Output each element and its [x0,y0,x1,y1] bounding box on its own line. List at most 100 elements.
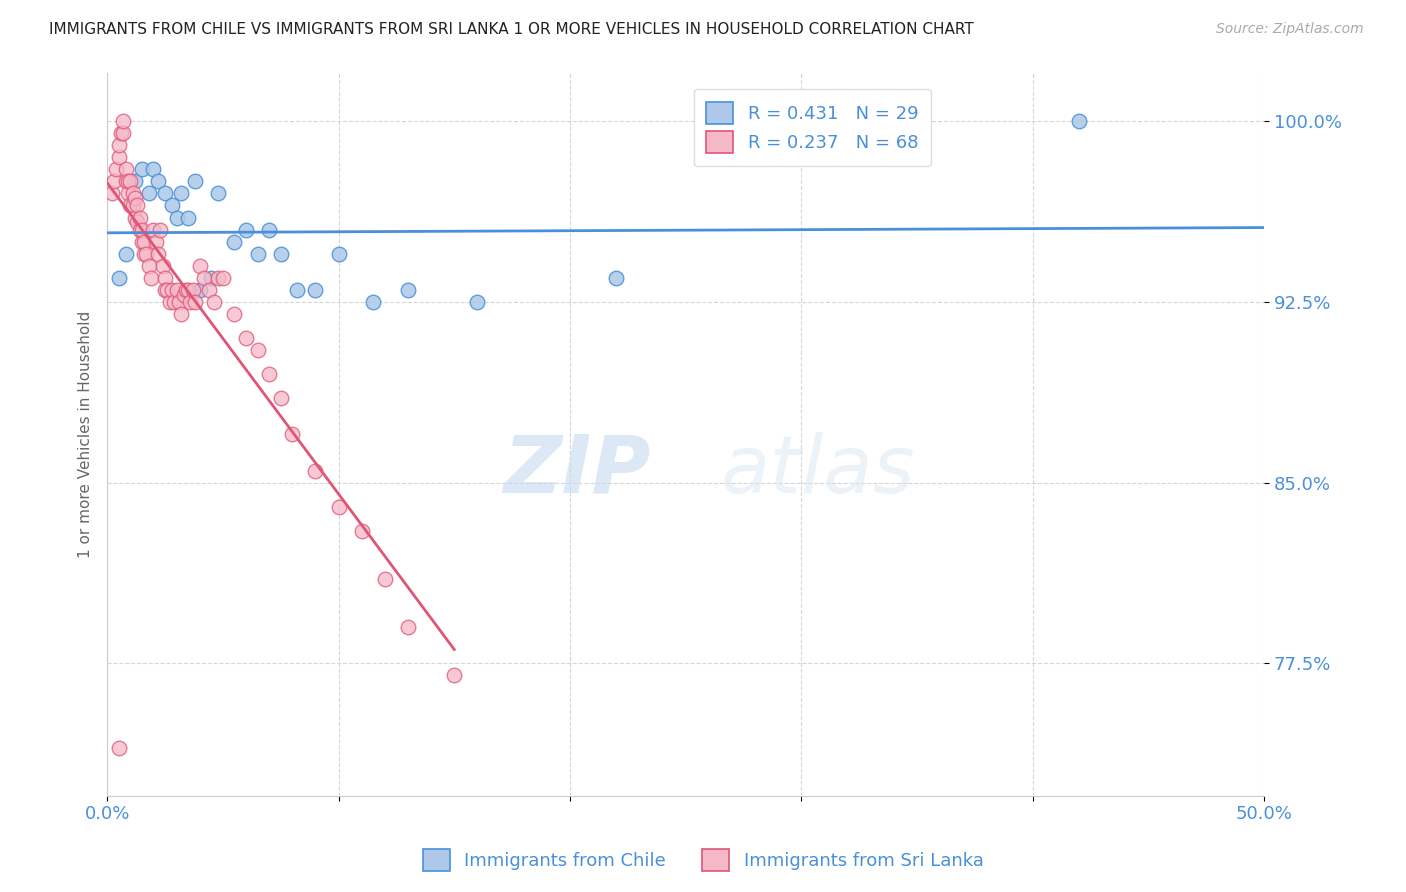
Point [184,294,207,309]
Point [281,427,304,442]
Point [174,283,197,297]
Text: Source: ZipAtlas.com: Source: ZipAtlas.com [1216,22,1364,37]
Point [127,198,149,212]
Point [235,331,257,345]
Point [211,270,233,285]
Point [166,211,188,225]
Point [224,235,246,249]
Point [173,287,195,301]
Text: atlas: atlas [720,432,915,509]
Point [114,174,136,188]
Point [181,283,204,297]
Point [107,150,129,164]
Point [167,294,190,309]
Point [105,162,128,177]
Point [153,186,176,201]
Point [124,191,146,205]
Point [246,343,269,357]
Point [131,235,153,249]
Point [177,211,200,225]
Point [107,138,129,153]
Point [138,186,160,201]
Point [328,246,350,260]
Point [188,259,211,273]
Point [200,270,222,285]
Point [134,246,156,260]
Point [152,259,174,273]
Point [142,162,165,177]
Point [177,283,200,297]
Point [134,235,156,249]
Point [285,283,308,297]
Point [101,186,124,201]
Point [128,222,150,236]
Point [107,270,129,285]
Point [121,186,143,201]
Point [224,307,246,321]
Point [304,463,326,477]
Point [103,174,125,188]
Point [304,283,326,297]
Point [179,294,201,309]
Point [120,198,142,212]
Point [257,222,280,236]
Point [202,294,225,309]
Text: ZIP: ZIP [503,432,651,509]
Point [207,186,229,201]
Point [328,500,350,514]
Point [112,114,135,128]
Point [159,294,181,309]
Point [605,270,627,285]
Point [124,211,146,225]
Point [131,162,153,177]
Point [117,186,139,201]
Point [160,283,183,297]
Point [142,222,165,236]
Point [131,222,153,236]
Point [184,174,207,188]
Point [170,186,193,201]
Point [120,174,142,188]
Point [1067,114,1090,128]
Point [153,270,176,285]
Point [188,283,211,297]
Point [121,198,143,212]
Point [110,126,132,140]
Legend: R = 0.431   N = 29, R = 0.237   N = 68: R = 0.431 N = 29, R = 0.237 N = 68 [693,89,931,166]
Point [114,162,136,177]
Point [135,246,157,260]
Point [156,283,179,297]
Point [163,294,186,309]
Point [235,222,257,236]
Legend: Immigrants from Chile, Immigrants from Sri Lanka: Immigrants from Chile, Immigrants from S… [415,842,991,879]
Point [146,246,169,260]
Point [124,174,146,188]
Point [193,270,215,285]
Point [112,126,135,140]
Point [166,283,188,297]
Point [127,215,149,229]
Point [139,270,162,285]
Point [138,259,160,273]
Point [443,668,465,682]
Text: IMMIGRANTS FROM CHILE VS IMMIGRANTS FROM SRI LANKA 1 OR MORE VEHICLES IN HOUSEHO: IMMIGRANTS FROM CHILE VS IMMIGRANTS FROM… [49,22,974,37]
Point [114,246,136,260]
Point [361,294,384,309]
Point [107,740,129,755]
Point [396,620,419,634]
Point [170,307,193,321]
Point [198,283,221,297]
Point [374,572,396,586]
Point [246,246,269,260]
Point [128,211,150,225]
Point [257,367,280,381]
Point [145,235,167,249]
Point [160,198,183,212]
Point [270,246,292,260]
Point [350,524,373,538]
Y-axis label: 1 or more Vehicles in Household: 1 or more Vehicles in Household [79,310,93,558]
Point [207,270,229,285]
Point [153,283,176,297]
Point [270,391,292,405]
Point [467,294,489,309]
